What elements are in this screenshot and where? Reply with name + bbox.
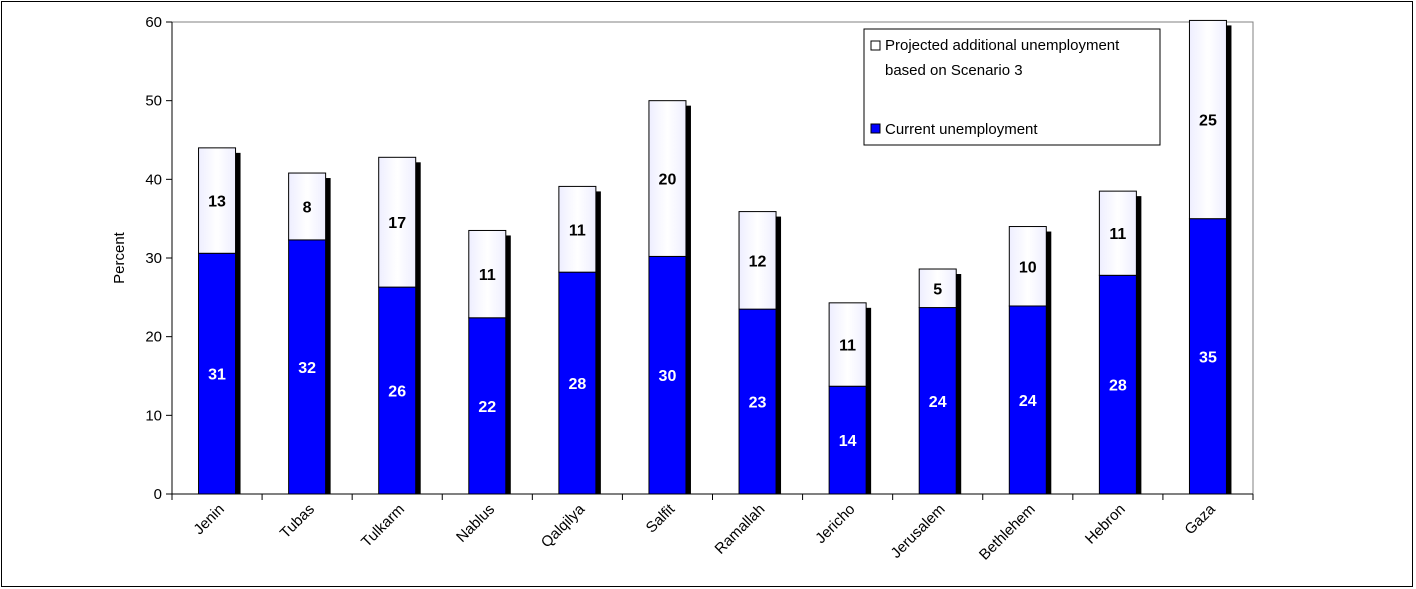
y-tick-label: 0	[154, 486, 162, 503]
data-label-current: 24	[929, 394, 947, 411]
data-label-current: 31	[208, 367, 226, 384]
y-tick-label: 50	[145, 93, 162, 110]
data-label-projected: 8	[303, 199, 312, 216]
legend-label-projected-line1: Projected additional unemployment	[885, 37, 1120, 54]
bar-projected-qalqilya	[558, 185, 597, 273]
data-label-current: 28	[1109, 378, 1127, 395]
y-tick-label: 30	[145, 250, 162, 267]
bar-projected-hebron	[1098, 190, 1137, 276]
data-label-projected: 11	[479, 267, 496, 284]
data-label-current: 32	[298, 360, 316, 377]
bar-projected-gaza	[1188, 19, 1227, 220]
x-category-label: Tulkarm	[358, 501, 408, 551]
x-category-label: Tubas	[277, 501, 318, 542]
data-label-current: 28	[568, 376, 586, 393]
x-category-label: Hebron	[1082, 501, 1129, 548]
y-tick-label: 40	[145, 171, 162, 188]
legend-label-projected-line2: based on Scenario 3	[885, 62, 1023, 79]
bar-current-gaza	[1188, 218, 1227, 495]
data-label-current: 24	[1019, 393, 1037, 410]
bar-current-jericho	[828, 385, 867, 495]
data-label-current: 22	[478, 399, 496, 416]
bar-projected-jerusalem	[918, 268, 957, 309]
bar-current-tulkarm	[378, 286, 417, 495]
x-category-label: Nablus	[453, 501, 498, 546]
y-tick-label: 20	[145, 329, 162, 346]
bars	[198, 19, 1232, 495]
data-label-current: 14	[839, 433, 857, 450]
y-axis-title: Percent	[111, 231, 128, 284]
x-category-label: Jenin	[190, 501, 227, 538]
legend-swatch-current	[870, 123, 881, 134]
data-label-current: 30	[659, 368, 677, 385]
bar-projected-salfit	[648, 100, 687, 257]
data-labels: 31 13 32 8 26 17 22 11 28 11 30 20 23 12 14 11 24 5 24 10 28…	[208, 113, 1217, 451]
data-label-current: 26	[388, 384, 406, 401]
data-label-current: 35	[1199, 349, 1217, 366]
data-label-projected: 12	[749, 253, 767, 270]
data-label-projected: 11	[1109, 226, 1126, 243]
legend: Projected additional unemployment based …	[863, 28, 1161, 146]
bar-current-jenin	[198, 252, 237, 495]
bar-current-tubas	[288, 239, 327, 495]
data-label-projected: 13	[208, 194, 226, 211]
data-label-projected: 25	[1199, 113, 1217, 130]
data-label-projected: 11	[839, 338, 856, 355]
bar-projected-jenin	[198, 147, 237, 254]
data-label-current: 23	[749, 395, 767, 412]
bar-current-qalqilya	[558, 271, 597, 495]
x-category-label: Salfit	[643, 500, 679, 536]
x-category-label: Gaza	[1181, 500, 1219, 538]
bar-projected-tubas	[288, 172, 327, 241]
bar-projected-nablus	[468, 229, 507, 319]
bar-projected-bethlehem	[1008, 226, 1047, 307]
data-label-projected: 17	[388, 215, 406, 232]
bar-projected-jericho	[828, 302, 867, 387]
data-label-projected: 10	[1019, 259, 1037, 276]
bar-current-nablus	[468, 317, 507, 495]
data-label-projected: 20	[659, 172, 677, 189]
legend-box	[863, 28, 1161, 146]
bar-current-salfit	[648, 255, 687, 495]
bar-projected-ramallah	[738, 211, 777, 310]
x-category-label: Jericho	[812, 501, 858, 547]
data-label-projected: 5	[933, 281, 942, 298]
x-category-label: Jerusalem	[888, 501, 949, 562]
x-category-label: Ramallah	[712, 501, 769, 558]
data-label-projected: 11	[569, 222, 586, 239]
bar-projected-tulkarm	[378, 156, 417, 288]
x-category-label: Qalqilya	[538, 500, 589, 551]
bar-current-ramallah	[738, 308, 777, 495]
legend-swatch-projected	[870, 40, 881, 51]
x-category-label: Bethlehem	[976, 501, 1039, 564]
legend-label-current: Current unemployment	[885, 121, 1038, 138]
y-tick-label: 60	[145, 14, 162, 31]
y-tick-label: 10	[145, 407, 162, 424]
